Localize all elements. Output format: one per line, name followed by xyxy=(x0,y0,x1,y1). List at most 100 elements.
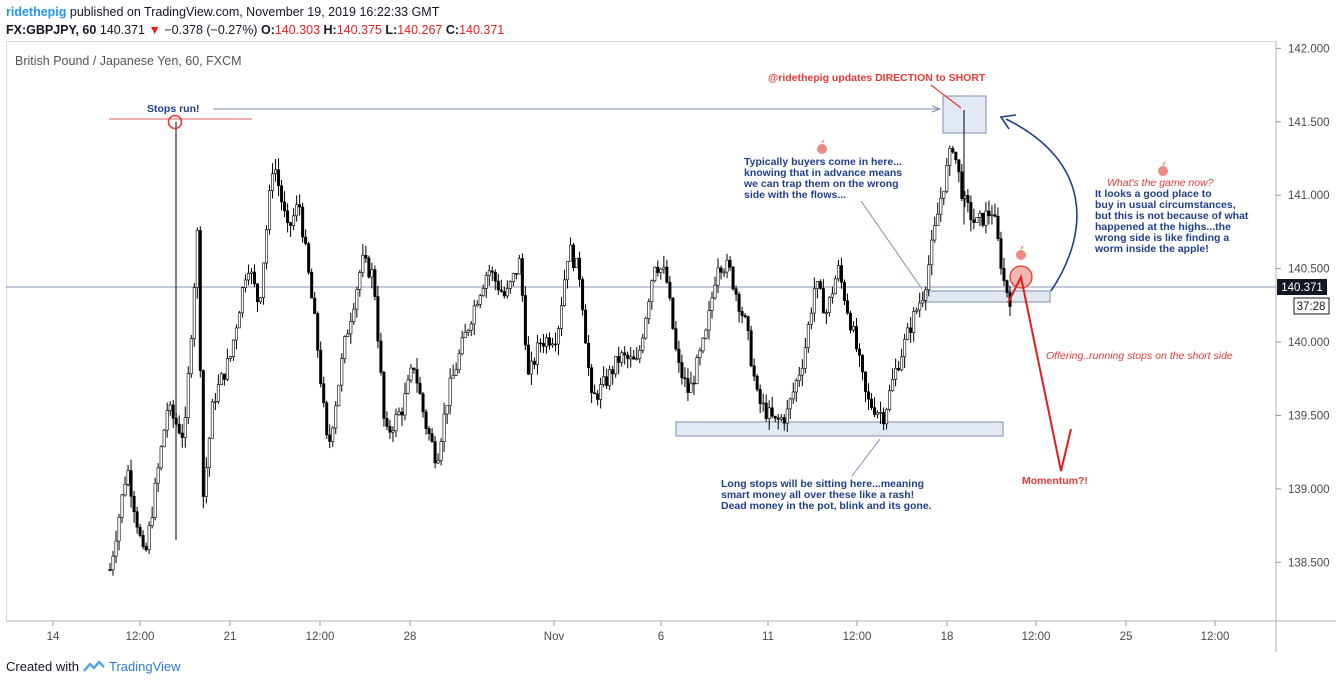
mid-zone-box[interactable] xyxy=(923,290,1051,303)
game-line-6: worm inside the apple! xyxy=(1094,243,1209,255)
time-tick-label: 21 xyxy=(224,631,237,643)
price-tick-label: 141.000 xyxy=(1288,190,1330,202)
candle xyxy=(882,407,886,431)
candle xyxy=(879,401,883,425)
candle xyxy=(888,384,892,412)
author-link[interactable]: ridethepig xyxy=(6,5,67,19)
price-tick: 142.000 xyxy=(1276,43,1330,55)
candle xyxy=(806,321,810,353)
candle xyxy=(593,384,597,395)
candle xyxy=(493,269,497,291)
candle xyxy=(313,292,317,315)
candle xyxy=(930,230,934,276)
chart-title: British Pound / Japanese Yen, 60, FXCM xyxy=(15,54,242,68)
bottom-zone-box[interactable] xyxy=(675,421,1004,437)
long-stops-pointer-line xyxy=(851,438,881,477)
candle xyxy=(364,245,368,263)
candle xyxy=(159,445,163,471)
candle xyxy=(629,346,633,368)
buyers-annotation: Typically buyers come in here... knowing… xyxy=(743,156,902,201)
open-value: 140.303 xyxy=(274,23,321,37)
time-tick-label: 6 xyxy=(658,631,664,643)
candle xyxy=(210,398,214,439)
time-tick: 25 xyxy=(1120,621,1132,643)
candle xyxy=(183,406,187,448)
candle xyxy=(668,275,672,301)
candle xyxy=(602,366,606,388)
candle xyxy=(475,300,479,307)
price-chart[interactable]: British Pound / Japanese Yen, 60, FXCM 1… xyxy=(6,41,1336,652)
candle xyxy=(915,307,919,315)
candle xyxy=(731,265,735,291)
candle xyxy=(876,410,880,419)
symbol-name: FX:GBPJPY, 60 xyxy=(6,23,97,37)
candle xyxy=(472,299,476,336)
candle xyxy=(225,348,229,382)
candle xyxy=(265,225,269,270)
candle xyxy=(659,268,663,280)
candle xyxy=(870,393,874,411)
candle xyxy=(713,276,717,300)
candle xyxy=(322,376,326,408)
candle xyxy=(246,264,250,286)
candle xyxy=(301,202,305,243)
candle xyxy=(596,390,600,406)
chart-container[interactable]: British Pound / Japanese Yen, 60, FXCM 1… xyxy=(6,41,1336,652)
candle xyxy=(836,259,840,282)
candle xyxy=(129,459,133,508)
price-tick-label: 140.000 xyxy=(1288,337,1330,349)
candle xyxy=(897,361,901,372)
candle xyxy=(532,357,536,370)
candle xyxy=(556,325,560,356)
candle xyxy=(514,273,518,280)
time-tick: 12:00 xyxy=(843,621,871,643)
candle xyxy=(448,368,452,415)
tradingview-brand-link[interactable]: TradingView xyxy=(108,659,181,674)
candle xyxy=(575,257,579,269)
price-tick-label: 141.500 xyxy=(1288,117,1330,129)
candle xyxy=(162,429,166,448)
candle xyxy=(391,426,395,442)
candle xyxy=(502,286,506,299)
candle xyxy=(237,310,241,329)
candle xyxy=(271,163,275,199)
candle xyxy=(120,493,124,524)
candle xyxy=(815,281,819,299)
candle xyxy=(445,405,449,424)
candle xyxy=(469,320,473,337)
candle xyxy=(198,226,202,378)
time-tick-label: 14 xyxy=(47,631,60,643)
candle xyxy=(611,365,615,385)
candle xyxy=(262,262,266,305)
candle xyxy=(138,523,142,538)
candle xyxy=(382,370,386,427)
candle xyxy=(566,260,570,289)
candle xyxy=(740,306,744,324)
low-value: 140.267 xyxy=(397,23,443,37)
candle xyxy=(274,158,278,182)
candle xyxy=(430,427,434,443)
candle xyxy=(900,348,904,372)
candle xyxy=(1002,257,1006,287)
price-change: −0.378 (−0.27%) xyxy=(164,23,258,37)
candle xyxy=(123,476,127,497)
candle xyxy=(737,291,741,323)
time-tick: 12:00 xyxy=(1022,621,1050,643)
candle xyxy=(349,312,353,344)
candle xyxy=(845,293,849,315)
candle xyxy=(939,187,943,222)
candle xyxy=(216,374,220,404)
momentum-path xyxy=(1007,273,1072,472)
candle xyxy=(496,273,500,295)
stops-run-circle[interactable] xyxy=(167,114,183,130)
candle xyxy=(716,258,720,294)
open-label: O: xyxy=(260,23,275,37)
candle xyxy=(776,414,780,430)
plot-area-frame xyxy=(6,41,1277,622)
game-line-1: It looks a good place to xyxy=(1095,188,1212,200)
candle xyxy=(749,325,753,368)
candle xyxy=(767,400,771,430)
candle xyxy=(833,275,837,295)
candle xyxy=(873,397,877,418)
time-tick-label: 28 xyxy=(404,631,417,643)
